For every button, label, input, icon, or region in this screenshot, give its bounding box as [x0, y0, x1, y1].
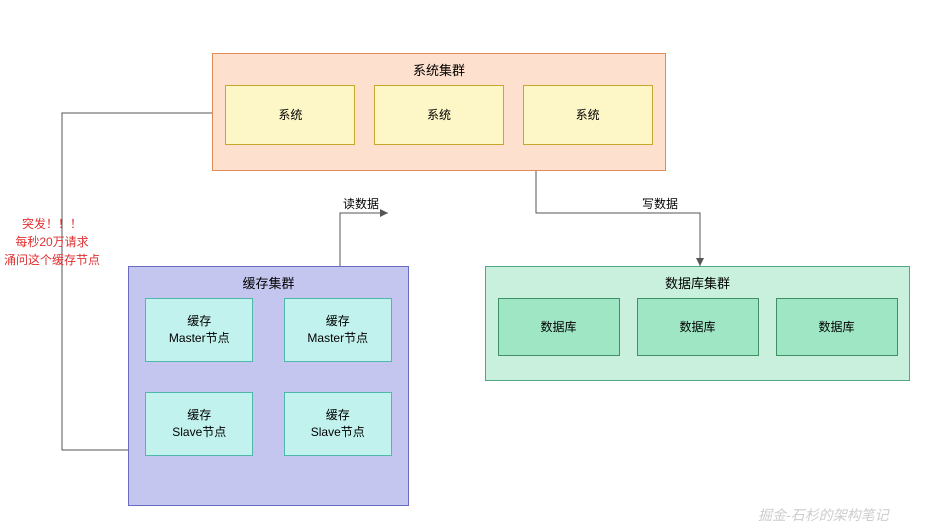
edge-label-read: 读数据 [343, 195, 379, 212]
cache-cluster-body: 缓存Master节点缓存Master节点缓存Slave节点缓存Slave节点 [129, 294, 408, 464]
cache-node-0-1: 缓存Master节点 [284, 298, 392, 362]
cache-node-1-1: 缓存Slave节点 [284, 392, 392, 456]
db-node-2: 数据库 [776, 298, 898, 356]
cache-node-1-0: 缓存Slave节点 [145, 392, 253, 456]
db-cluster-body: 数据库数据库数据库 [486, 294, 909, 366]
system-node-1: 系统 [374, 85, 504, 145]
system-cluster: 系统集群 系统系统系统 [212, 53, 666, 171]
system-node-2: 系统 [523, 85, 653, 145]
db-cluster: 数据库集群 数据库数据库数据库 [485, 266, 910, 381]
system-cluster-body: 系统系统系统 [213, 81, 665, 155]
db-node-0: 数据库 [498, 298, 620, 356]
cache-node-0-0: 缓存Master节点 [145, 298, 253, 362]
edge-write [536, 171, 700, 266]
cache-cluster-title: 缓存集群 [129, 267, 408, 294]
system-cluster-title: 系统集群 [213, 54, 665, 81]
edge-label-write: 写数据 [642, 195, 678, 212]
cache-cluster: 缓存集群 缓存Master节点缓存Master节点缓存Slave节点缓存Slav… [128, 266, 409, 506]
cache-row-0: 缓存Master节点缓存Master节点 [135, 298, 402, 362]
db-cluster-title: 数据库集群 [486, 267, 909, 294]
system-node-0: 系统 [225, 85, 355, 145]
cache-row-1: 缓存Slave节点缓存Slave节点 [135, 392, 402, 456]
db-node-1: 数据库 [637, 298, 759, 356]
burst-annotation: 突发！！！每秒20万请求涌问这个缓存节点 [4, 215, 100, 269]
watermark: 掘金-石杉的架构笔记 [758, 505, 889, 525]
edge-read [340, 213, 388, 266]
